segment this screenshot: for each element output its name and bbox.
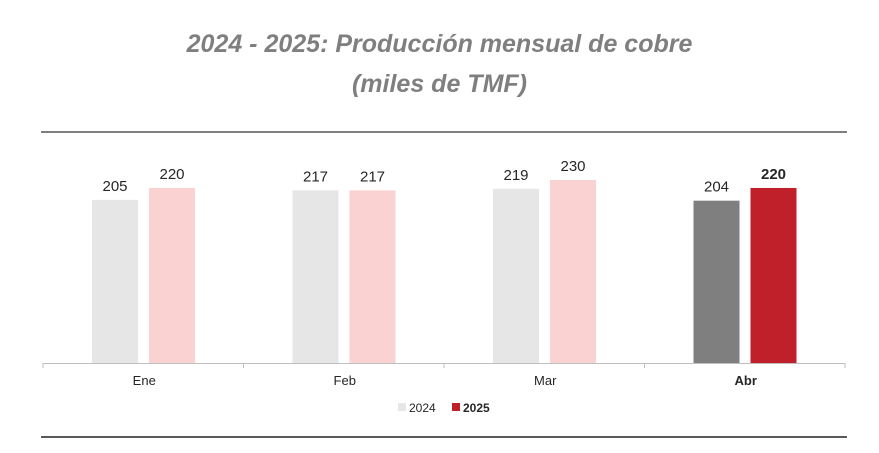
bar-2024-Mar (493, 188, 539, 363)
bar-2025-Feb (349, 190, 396, 363)
category-label-Abr: Abr (735, 373, 757, 388)
bar-2024-Feb (292, 190, 339, 363)
legend-swatch-2025 (452, 403, 460, 411)
legend-swatch-2024 (398, 403, 406, 411)
category-label-Ene: Ene (133, 373, 156, 388)
bar-value-label-2025-Abr: 220 (761, 166, 786, 183)
legend-label-2024: 2024 (409, 401, 436, 415)
bottom-divider (41, 436, 847, 438)
top-divider (41, 131, 847, 133)
bar-value-label-2025-Mar: 230 (560, 158, 585, 175)
bar-value-label-2025-Feb: 217 (360, 168, 385, 185)
bar-value-label-2024-Feb: 217 (303, 168, 328, 185)
bar-value-label-2024-Ene: 205 (102, 178, 127, 195)
bar-2025-Ene (149, 187, 195, 363)
bar-value-label-2024-Abr: 204 (704, 179, 729, 196)
bar-2025-Abr (750, 187, 797, 363)
category-label-Mar: Mar (534, 373, 557, 388)
category-label-Feb: Feb (334, 373, 356, 388)
chart-title-line-1: 2024 - 2025: Producción mensual de cobre (186, 30, 693, 58)
bar-2024-Abr (693, 200, 740, 363)
legend-label-2025: 2025 (463, 401, 490, 415)
bar-2024-Ene (92, 199, 138, 363)
bar-value-label-2025-Ene: 220 (159, 166, 184, 183)
bar-2025-Mar (550, 180, 596, 363)
chart-title-line-2: (miles de TMF) (351, 70, 527, 98)
bar-value-label-2024-Mar: 219 (503, 167, 528, 184)
